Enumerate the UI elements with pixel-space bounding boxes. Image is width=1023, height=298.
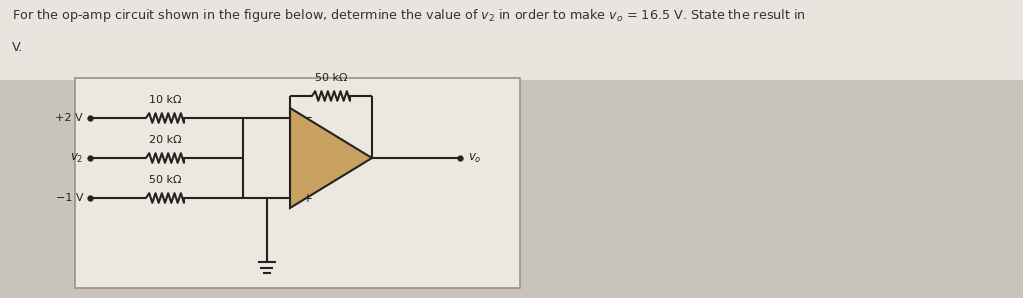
FancyBboxPatch shape <box>0 0 1023 80</box>
Polygon shape <box>290 108 372 208</box>
Text: −1 V: −1 V <box>55 193 83 203</box>
Text: +: + <box>303 192 313 204</box>
FancyBboxPatch shape <box>75 78 520 288</box>
Text: −: − <box>303 111 313 125</box>
Text: 20 kΩ: 20 kΩ <box>148 135 181 145</box>
Text: +2 V: +2 V <box>55 113 83 123</box>
Text: 50 kΩ: 50 kΩ <box>148 175 181 185</box>
Text: 10 kΩ: 10 kΩ <box>148 95 181 105</box>
Text: For the op-amp circuit shown in the figure below, determine the value of $v_2$ i: For the op-amp circuit shown in the figu… <box>12 7 806 24</box>
Text: V.: V. <box>12 41 24 54</box>
Text: $v_2$: $v_2$ <box>70 151 83 164</box>
Text: 50 kΩ: 50 kΩ <box>315 73 347 83</box>
Text: $v_o$: $v_o$ <box>468 151 482 164</box>
